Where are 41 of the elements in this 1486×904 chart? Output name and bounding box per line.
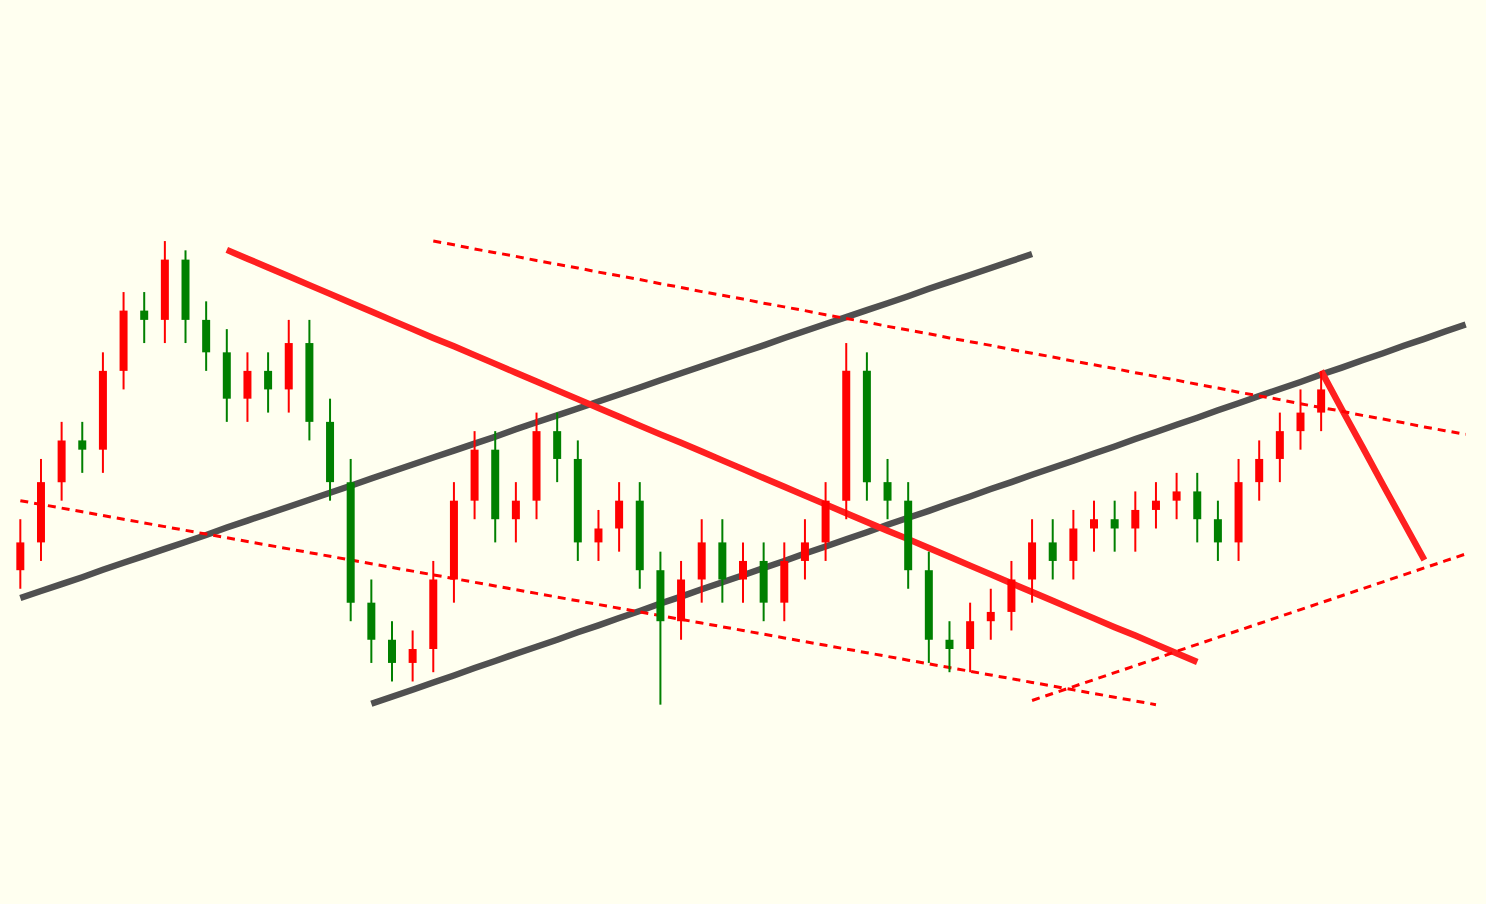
candlestick — [387, 620, 396, 683]
candlestick — [1151, 481, 1160, 530]
candlestick — [140, 291, 149, 345]
candlestick — [1069, 508, 1078, 581]
candlestick — [697, 518, 706, 604]
candlestick — [966, 601, 975, 674]
candlestick — [1090, 499, 1099, 553]
candlestick — [1255, 439, 1264, 502]
candlestick — [1007, 559, 1016, 632]
candlestick — [945, 620, 954, 674]
candlestick — [883, 457, 892, 521]
candlestick — [408, 629, 417, 683]
candlestick — [78, 420, 87, 474]
candlestick — [284, 318, 293, 414]
candlestick — [1193, 471, 1202, 544]
candlestick — [1028, 518, 1037, 604]
candlestick — [511, 481, 520, 544]
candlestick — [243, 351, 252, 423]
candlestick — [718, 518, 727, 604]
candlestick — [202, 300, 211, 372]
candlestick — [1131, 490, 1140, 553]
candlestick — [16, 518, 25, 590]
candlestick — [739, 541, 747, 604]
candlestick — [57, 420, 66, 502]
candlestick — [986, 587, 995, 641]
candlestick — [677, 559, 686, 641]
candlestick — [800, 518, 809, 581]
candlestick — [1110, 499, 1119, 553]
candlestick — [821, 481, 830, 562]
candlestick — [1275, 411, 1284, 484]
candlestick — [1048, 518, 1057, 581]
candlestick — [615, 481, 624, 553]
candlestick — [1213, 499, 1222, 562]
candlestick — [594, 508, 603, 562]
candlestick — [553, 411, 562, 484]
candlestick — [780, 541, 789, 623]
candlestick — [1172, 471, 1181, 521]
candlestick — [264, 351, 273, 414]
candlestick — [759, 541, 768, 623]
candlestick — [367, 578, 376, 664]
candlestick — [222, 328, 231, 423]
